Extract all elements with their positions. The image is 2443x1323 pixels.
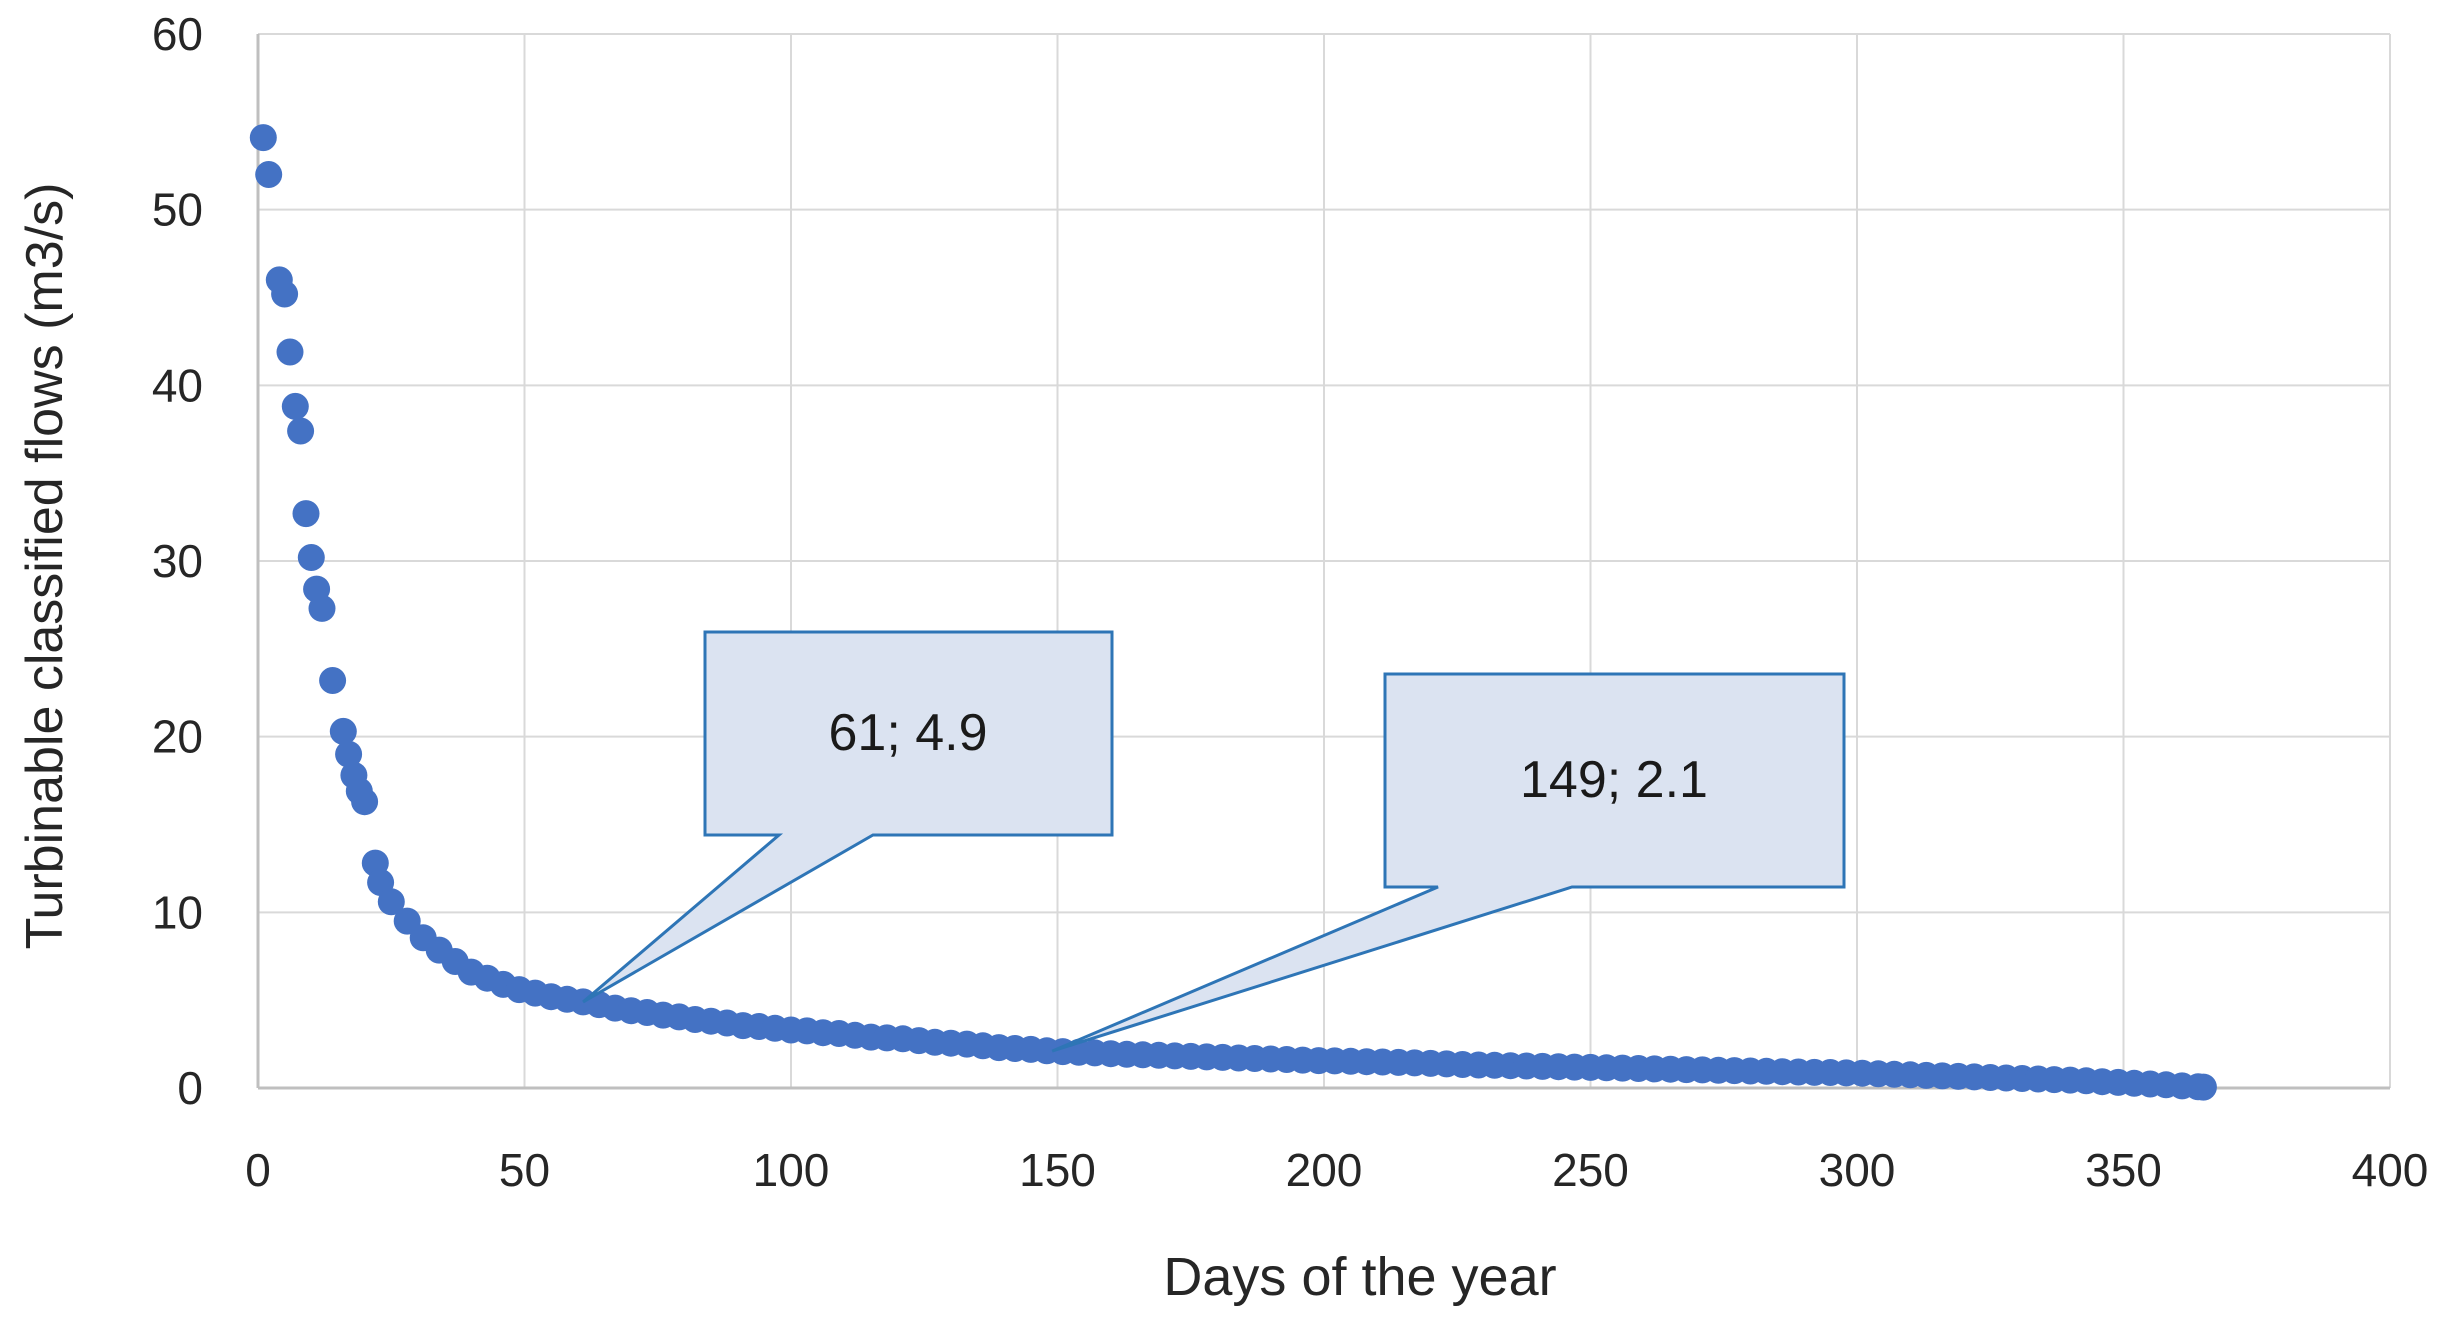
callout-box-61 — [582, 630, 1114, 1004]
y-axis-title: Turbinable classified flows (m3/s) — [16, 183, 74, 950]
data-point — [335, 740, 363, 768]
y-axis-tick-labels: 0 10 20 30 40 50 60 — [152, 8, 203, 1114]
x-tick-label: 50 — [499, 1144, 550, 1196]
data-point — [281, 392, 309, 420]
y-tick-label: 40 — [152, 359, 203, 411]
data-point — [308, 594, 336, 622]
x-tick-label: 100 — [753, 1144, 830, 1196]
callout-label-149: 149; 2.1 — [1520, 751, 1708, 809]
data-point — [2189, 1073, 2217, 1101]
x-tick-label: 250 — [1552, 1144, 1629, 1196]
y-tick-label: 30 — [152, 535, 203, 587]
x-axis-tick-labels: 0 50 100 150 200 250 300 350 400 — [245, 1144, 2428, 1196]
data-point — [287, 417, 315, 445]
x-tick-label: 0 — [245, 1144, 271, 1196]
data-point — [297, 544, 325, 571]
callout-box-149 — [1051, 672, 1846, 1053]
y-tick-label: 20 — [152, 711, 203, 763]
data-point — [351, 788, 379, 816]
data-point — [393, 907, 421, 935]
x-tick-label: 400 — [2352, 1144, 2429, 1196]
data-point — [249, 124, 277, 152]
y-tick-label: 60 — [152, 8, 203, 60]
x-tick-label: 150 — [1019, 1144, 1096, 1196]
x-axis-title: Days of the year — [1163, 1247, 1556, 1307]
data-point — [319, 667, 347, 694]
data-point — [329, 717, 357, 745]
data-point — [255, 161, 283, 188]
y-tick-label: 50 — [152, 184, 203, 236]
data-callouts: 61; 4.9 149; 2.1 — [582, 630, 1846, 1053]
data-point — [276, 338, 304, 366]
x-tick-label: 350 — [2085, 1144, 2162, 1196]
data-point — [271, 280, 299, 308]
scatter-series — [249, 124, 2217, 1101]
y-tick-label: 0 — [177, 1062, 203, 1114]
data-point — [292, 500, 320, 528]
callout-label-61: 61; 4.9 — [828, 704, 987, 762]
x-tick-label: 200 — [1286, 1144, 1363, 1196]
data-point — [377, 888, 405, 916]
y-tick-label: 10 — [152, 886, 203, 938]
x-tick-label: 300 — [1819, 1144, 1896, 1196]
